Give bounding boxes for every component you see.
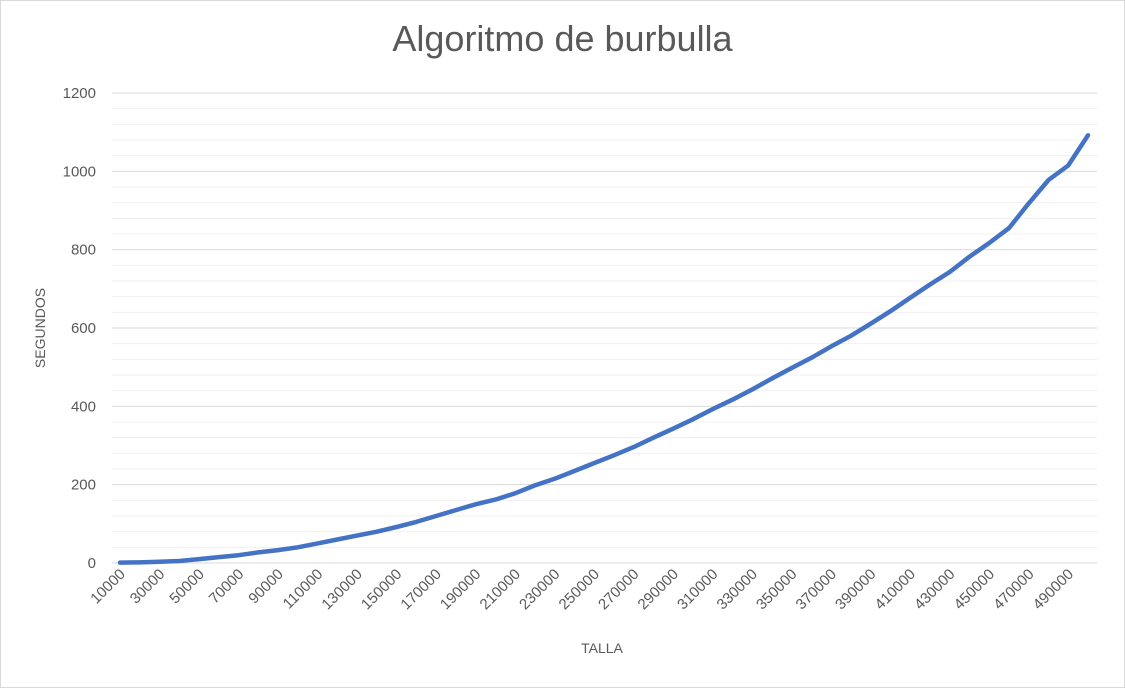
- y-tick-label: 600: [71, 320, 96, 337]
- x-tick-label: 410000: [872, 566, 919, 613]
- x-tick-label: 110000: [280, 566, 327, 613]
- x-tick-label: 170000: [397, 566, 444, 613]
- x-axis-label: TALLA: [581, 640, 623, 656]
- x-tick-label: 50000: [166, 566, 208, 608]
- x-tick-label: 390000: [832, 566, 879, 613]
- x-tick-label: 350000: [753, 566, 800, 613]
- x-tick-label: 310000: [674, 566, 721, 613]
- x-tick-label: 70000: [206, 566, 248, 608]
- y-tick-label: 200: [71, 477, 96, 494]
- y-tick-label: 1000: [63, 163, 96, 180]
- x-tick-label: 430000: [911, 566, 958, 613]
- x-tick-label: 290000: [635, 566, 682, 613]
- y-tick-label: 800: [71, 242, 96, 259]
- x-tick-label: 370000: [793, 566, 840, 613]
- x-tick-label: 450000: [951, 566, 998, 613]
- y-tick-label: 400: [71, 398, 96, 415]
- x-tick-label: 490000: [1030, 566, 1077, 613]
- x-tick-label: 10000: [87, 566, 129, 608]
- x-tick-label: 150000: [358, 566, 405, 613]
- chart-title: Algoritmo de burbulla: [392, 18, 733, 59]
- x-tick-label: 230000: [516, 566, 563, 613]
- x-tick-label: 30000: [127, 566, 169, 608]
- x-tick-label: 470000: [990, 566, 1037, 613]
- x-tick-label: 130000: [318, 566, 365, 613]
- y-tick-label: 1200: [63, 85, 96, 102]
- y-tick-label: 0: [88, 555, 96, 572]
- x-tick-label: 190000: [437, 566, 484, 613]
- series-line: [117, 133, 1091, 565]
- x-tick-label: 250000: [556, 566, 603, 613]
- x-tick-label: 210000: [477, 566, 524, 613]
- x-tick-label: 270000: [595, 566, 642, 613]
- x-tick-label: 330000: [714, 566, 761, 613]
